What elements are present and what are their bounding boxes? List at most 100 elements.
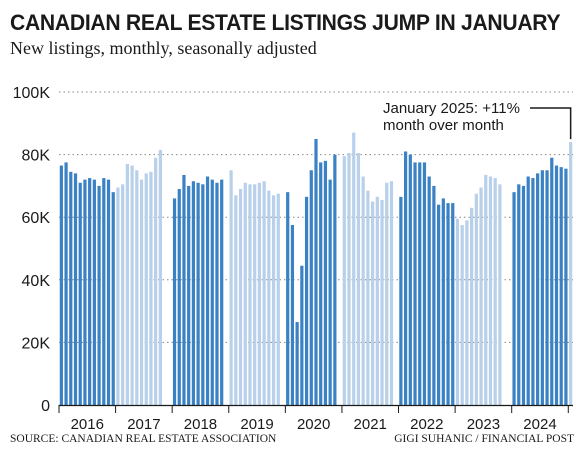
bar (422, 162, 427, 405)
bar (177, 189, 181, 405)
bar (385, 182, 389, 405)
y-tick-label: 80K (22, 148, 51, 165)
bar (238, 189, 243, 405)
x-tick-label: 2016 (71, 416, 104, 433)
x-tick-label: 2017 (127, 416, 160, 433)
bar (83, 179, 87, 405)
bar (234, 195, 238, 405)
bar (484, 174, 488, 405)
chart-annotation: January 2025: +11% month over month (380, 100, 523, 134)
y-tick-label: 60K (22, 210, 51, 227)
bar (229, 170, 233, 405)
bar (187, 185, 191, 405)
bar (69, 171, 73, 405)
bar (130, 165, 134, 405)
x-tick-label: 2021 (354, 416, 387, 433)
bar (342, 156, 346, 405)
bar (564, 168, 568, 405)
bar (540, 170, 544, 405)
bar (210, 179, 214, 405)
chart-title: CANADIAN REAL ESTATE LISTINGS JUMP IN JA… (10, 10, 561, 35)
bar (328, 179, 332, 405)
bar (375, 196, 379, 405)
bar (182, 174, 186, 405)
annotation-line-1: January 2025: +11% (383, 100, 520, 117)
bar (526, 176, 530, 405)
bar (408, 154, 412, 405)
bar (550, 157, 554, 405)
bar (470, 207, 474, 405)
bar (370, 201, 375, 405)
y-tick-label: 0 (41, 398, 50, 415)
bar (276, 193, 280, 405)
bar (271, 195, 276, 405)
bar (205, 176, 210, 405)
annotation-leader-line (530, 107, 572, 140)
bar (493, 178, 497, 405)
bar (220, 179, 224, 405)
bar (125, 163, 129, 405)
bar (196, 182, 200, 405)
bar (323, 160, 328, 405)
x-tick-label: 2019 (240, 416, 273, 433)
bar (517, 184, 521, 405)
x-tick-labels: 2016 2017 2018 2019 2020 2021 2022 2023 2024 (71, 416, 557, 433)
bar (403, 151, 408, 405)
y-tick-label: 20K (22, 335, 51, 352)
bar (135, 170, 139, 405)
bar (158, 149, 162, 405)
bar (347, 153, 351, 405)
bar (436, 204, 441, 405)
bar (102, 178, 106, 405)
bar (253, 184, 257, 405)
bar (465, 220, 469, 405)
bar (295, 322, 299, 405)
bar (446, 203, 450, 405)
bar (257, 182, 262, 405)
source-note: SOURCE: CANADIAN REAL ESTATE ASSOCIATION (10, 433, 277, 445)
bar (111, 192, 115, 405)
bar (64, 162, 68, 405)
bar (243, 182, 247, 405)
bar (290, 225, 295, 405)
bar (531, 178, 535, 405)
bars (59, 132, 573, 405)
bar (300, 265, 304, 405)
bar (314, 138, 318, 405)
bar (418, 162, 422, 405)
x-tick-label: 2022 (410, 416, 443, 433)
bar (201, 184, 205, 405)
bar (116, 187, 120, 405)
bar (559, 167, 563, 405)
bar (427, 176, 431, 405)
y-tick-label: 40K (22, 273, 51, 290)
bar (460, 225, 464, 405)
bar (356, 153, 361, 405)
bar (488, 176, 493, 405)
y-tick-labels: 0 20K 40K 60K 80K 100K (13, 85, 51, 415)
bar (121, 184, 125, 405)
bar (498, 184, 502, 405)
bar (361, 176, 365, 405)
bar (536, 173, 540, 405)
bar (545, 170, 549, 405)
bar (569, 142, 573, 405)
bar (248, 184, 252, 405)
bar (139, 179, 144, 405)
x-tick-label: 2024 (523, 416, 556, 433)
bar (191, 181, 196, 405)
chart-subtitle: New listings, monthly, seasonally adjust… (10, 38, 317, 58)
bar (441, 198, 445, 405)
credit-note: GIGI SUHANIC / FINANCIAL POST (394, 433, 574, 445)
bar (479, 187, 483, 405)
bar (172, 198, 177, 405)
bar (215, 182, 219, 405)
annotation-line-2: month over month (383, 117, 504, 134)
bar (474, 193, 478, 405)
y-tick-label: 100K (13, 85, 51, 102)
bar (106, 179, 111, 405)
bar (432, 185, 436, 405)
x-tick-label: 2018 (184, 416, 217, 433)
bar (512, 192, 516, 405)
bar (262, 181, 266, 405)
